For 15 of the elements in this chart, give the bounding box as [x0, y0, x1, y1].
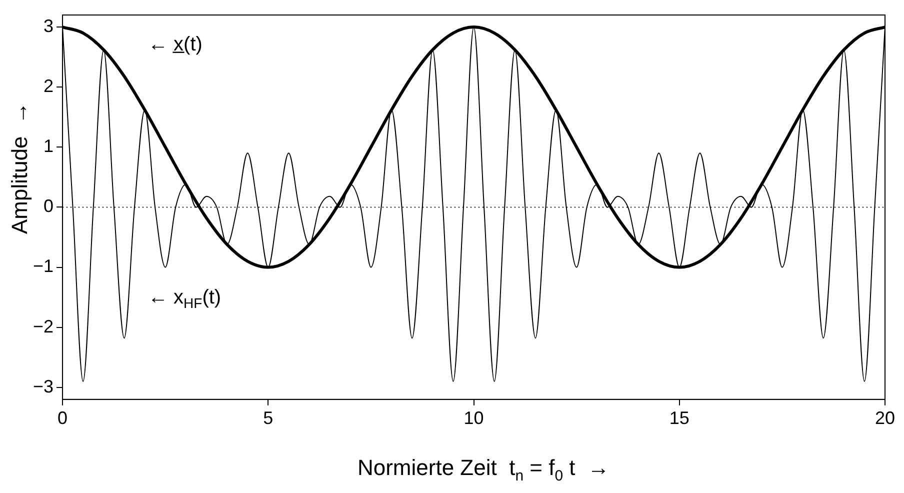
x-tick-label: 5 — [263, 408, 274, 428]
x-tick-label: 15 — [669, 408, 690, 428]
y-tick-label: −2 — [32, 316, 54, 336]
annotation: ← x̲(t) — [148, 34, 202, 56]
y-tick-label: −3 — [32, 376, 54, 396]
y-tick-label: 1 — [44, 136, 54, 156]
x-tick-label: 10 — [464, 408, 484, 428]
y-tick-label: 2 — [44, 76, 54, 96]
y-tick-label: −1 — [32, 256, 54, 276]
y-axis-title: Amplitude → — [7, 100, 33, 236]
x-tick-label: 20 — [874, 408, 896, 428]
x-axis-title: Normierte Zeit t$_{n}$ = f$_{0}$ t → — [356, 455, 611, 484]
x-tick-label: 0 — [58, 408, 68, 428]
y-tick-label: 3 — [44, 16, 54, 36]
y-tick-label: 0 — [44, 196, 54, 216]
